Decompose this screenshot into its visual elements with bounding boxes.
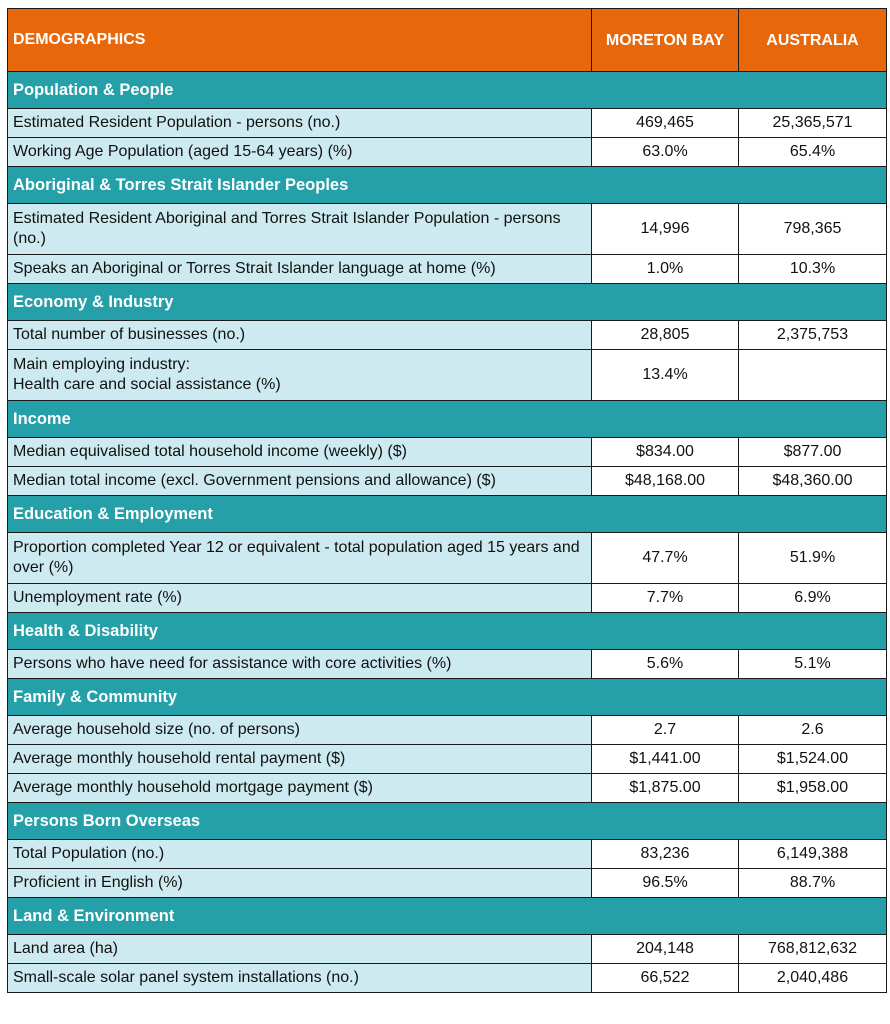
australia-value: 2,375,753 <box>738 320 887 350</box>
section-title: Persons Born Overseas <box>7 802 887 840</box>
australia-value: 5.1% <box>738 649 887 679</box>
row-label: Average household size (no. of persons) <box>7 715 592 745</box>
section-row: Population & People <box>7 71 887 109</box>
demographics-table: DEMOGRAPHICS MORETON BAY AUSTRALIA Popul… <box>7 8 887 993</box>
row-label: Median total income (excl. Government pe… <box>7 466 592 496</box>
section-title: Economy & Industry <box>7 283 887 321</box>
section-title: Land & Environment <box>7 897 887 935</box>
section-row: Land & Environment <box>7 897 887 935</box>
moreton-bay-value: $1,875.00 <box>591 773 739 803</box>
moreton-bay-value: 96.5% <box>591 868 739 898</box>
australia-value: 798,365 <box>738 203 887 255</box>
moreton-bay-value: 1.0% <box>591 254 739 284</box>
section-title: Income <box>7 400 887 438</box>
table-row: Average household size (no. of persons) 2… <box>7 715 887 745</box>
moreton-bay-value: 47.7% <box>591 532 739 584</box>
header-demographics: DEMOGRAPHICS <box>7 8 592 72</box>
australia-value: 6,149,388 <box>738 839 887 869</box>
header-row: DEMOGRAPHICS MORETON BAY AUSTRALIA <box>7 8 887 72</box>
row-label: Main employing industry: Health care and… <box>7 349 592 401</box>
section-title: Aboriginal & Torres Strait Islander Peop… <box>7 166 887 204</box>
section-title: Education & Employment <box>7 495 887 533</box>
row-label: Speaks an Aboriginal or Torres Strait Is… <box>7 254 592 284</box>
moreton-bay-value: $834.00 <box>591 437 739 467</box>
australia-value: $1,524.00 <box>738 744 887 774</box>
table-row: Total Population (no.) 83,236 6,149,388 <box>7 839 887 869</box>
row-label: Average monthly household mortgage payme… <box>7 773 592 803</box>
australia-value: 65.4% <box>738 137 887 167</box>
australia-value: $877.00 <box>738 437 887 467</box>
table-row: Total number of businesses (no.) 28,805 2,… <box>7 320 887 350</box>
row-label: Land area (ha) <box>7 934 592 964</box>
section-row: Education & Employment <box>7 495 887 533</box>
row-label: Unemployment rate (%) <box>7 583 592 613</box>
row-label: Proportion completed Year 12 or equivale… <box>7 532 592 584</box>
section-row: Economy & Industry <box>7 283 887 321</box>
table-row: Median total income (excl. Government pe… <box>7 466 887 496</box>
table-row: Median equivalised total household incom… <box>7 437 887 467</box>
table-row: Proficient in English (%) 96.5% 88.7% <box>7 868 887 898</box>
moreton-bay-value: 66,522 <box>591 963 739 993</box>
section-row: Family & Community <box>7 678 887 716</box>
table-row: Estimated Resident Population - persons … <box>7 108 887 138</box>
australia-value: 88.7% <box>738 868 887 898</box>
row-label: Estimated Resident Population - persons … <box>7 108 592 138</box>
moreton-bay-value: 14,996 <box>591 203 739 255</box>
moreton-bay-value: 13.4% <box>591 349 739 401</box>
table-row: Proportion completed Year 12 or equivale… <box>7 532 887 584</box>
row-label: Estimated Resident Aboriginal and Torres… <box>7 203 592 255</box>
table-row: Working Age Population (aged 15-64 years… <box>7 137 887 167</box>
table-row: Estimated Resident Aboriginal and Torres… <box>7 203 887 255</box>
section-row: Aboriginal & Torres Strait Islander Peop… <box>7 166 887 204</box>
section-title: Population & People <box>7 71 887 109</box>
moreton-bay-value: $48,168.00 <box>591 466 739 496</box>
header-moreton-bay: MORETON BAY <box>591 8 739 72</box>
table-row: Average monthly household rental payment… <box>7 744 887 774</box>
australia-value: $48,360.00 <box>738 466 887 496</box>
table-row: Average monthly household mortgage payme… <box>7 773 887 803</box>
moreton-bay-value: 204,148 <box>591 934 739 964</box>
australia-value: 6.9% <box>738 583 887 613</box>
moreton-bay-value: 7.7% <box>591 583 739 613</box>
row-label: Persons who have need for assistance wit… <box>7 649 592 679</box>
moreton-bay-value: 2.7 <box>591 715 739 745</box>
australia-value: 25,365,571 <box>738 108 887 138</box>
moreton-bay-value: 83,236 <box>591 839 739 869</box>
row-label: Proficient in English (%) <box>7 868 592 898</box>
table-row: Unemployment rate (%) 7.7% 6.9% <box>7 583 887 613</box>
australia-value: $1,958.00 <box>738 773 887 803</box>
row-label: Total number of businesses (no.) <box>7 320 592 350</box>
section-title: Health & Disability <box>7 612 887 650</box>
australia-value: 2,040,486 <box>738 963 887 993</box>
australia-value <box>738 349 887 401</box>
row-label: Total Population (no.) <box>7 839 592 869</box>
row-label: Working Age Population (aged 15-64 years… <box>7 137 592 167</box>
australia-value: 768,812,632 <box>738 934 887 964</box>
table-row: Land area (ha) 204,148 768,812,632 <box>7 934 887 964</box>
section-title: Family & Community <box>7 678 887 716</box>
section-row: Persons Born Overseas <box>7 802 887 840</box>
australia-value: 2.6 <box>738 715 887 745</box>
row-label: Median equivalised total household incom… <box>7 437 592 467</box>
header-australia: AUSTRALIA <box>738 8 887 72</box>
table-row: Small-scale solar panel system installat… <box>7 963 887 993</box>
table-row: Speaks an Aboriginal or Torres Strait Is… <box>7 254 887 284</box>
moreton-bay-value: 63.0% <box>591 137 739 167</box>
moreton-bay-value: 28,805 <box>591 320 739 350</box>
row-label: Average monthly household rental payment… <box>7 744 592 774</box>
moreton-bay-value: $1,441.00 <box>591 744 739 774</box>
row-label: Small-scale solar panel system installat… <box>7 963 592 993</box>
table-body: Population & People Estimated Resident Po… <box>7 71 887 993</box>
section-row: Income <box>7 400 887 438</box>
moreton-bay-value: 5.6% <box>591 649 739 679</box>
table-row: Main employing industry: Health care and… <box>7 349 887 401</box>
australia-value: 10.3% <box>738 254 887 284</box>
moreton-bay-value: 469,465 <box>591 108 739 138</box>
table-row: Persons who have need for assistance wit… <box>7 649 887 679</box>
section-row: Health & Disability <box>7 612 887 650</box>
australia-value: 51.9% <box>738 532 887 584</box>
